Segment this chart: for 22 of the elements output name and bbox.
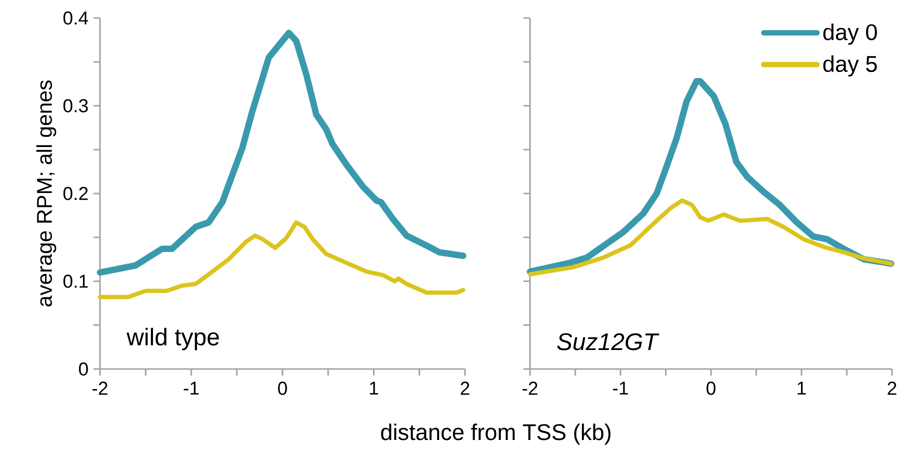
y-tick-label: 0 bbox=[78, 362, 88, 376]
x-tick-label: 1 bbox=[370, 382, 378, 395]
y-tick-label: 0.2 bbox=[63, 186, 88, 200]
x-axis-title: distance from TSS (kb) bbox=[381, 424, 610, 445]
x-tick-label: 2 bbox=[460, 382, 470, 395]
legend-label: day 5 bbox=[823, 55, 877, 76]
y-tick-label: 0.3 bbox=[63, 99, 88, 112]
legend-label: day 0 bbox=[823, 24, 877, 45]
y-axis-title: average RPM; all genes bbox=[36, 80, 56, 306]
x-tick-label: 0 bbox=[706, 382, 716, 395]
x-tick-label: -1 bbox=[613, 382, 628, 395]
x-tick-label: -2 bbox=[92, 382, 108, 395]
line-series bbox=[98, 220, 466, 300]
x-tick-label: 1 bbox=[798, 382, 806, 395]
y-tick-label: 0.4 bbox=[63, 11, 88, 25]
x-tick-label: 0 bbox=[278, 382, 287, 395]
x-tick-label: 2 bbox=[888, 382, 896, 395]
y-tick-label: 0.1 bbox=[63, 274, 88, 288]
annotation: Suz12GT bbox=[557, 333, 660, 350]
annotation: wild type bbox=[126, 328, 219, 350]
x-tick-label: -1 bbox=[184, 382, 199, 395]
x-tick-label: -2 bbox=[522, 382, 538, 395]
